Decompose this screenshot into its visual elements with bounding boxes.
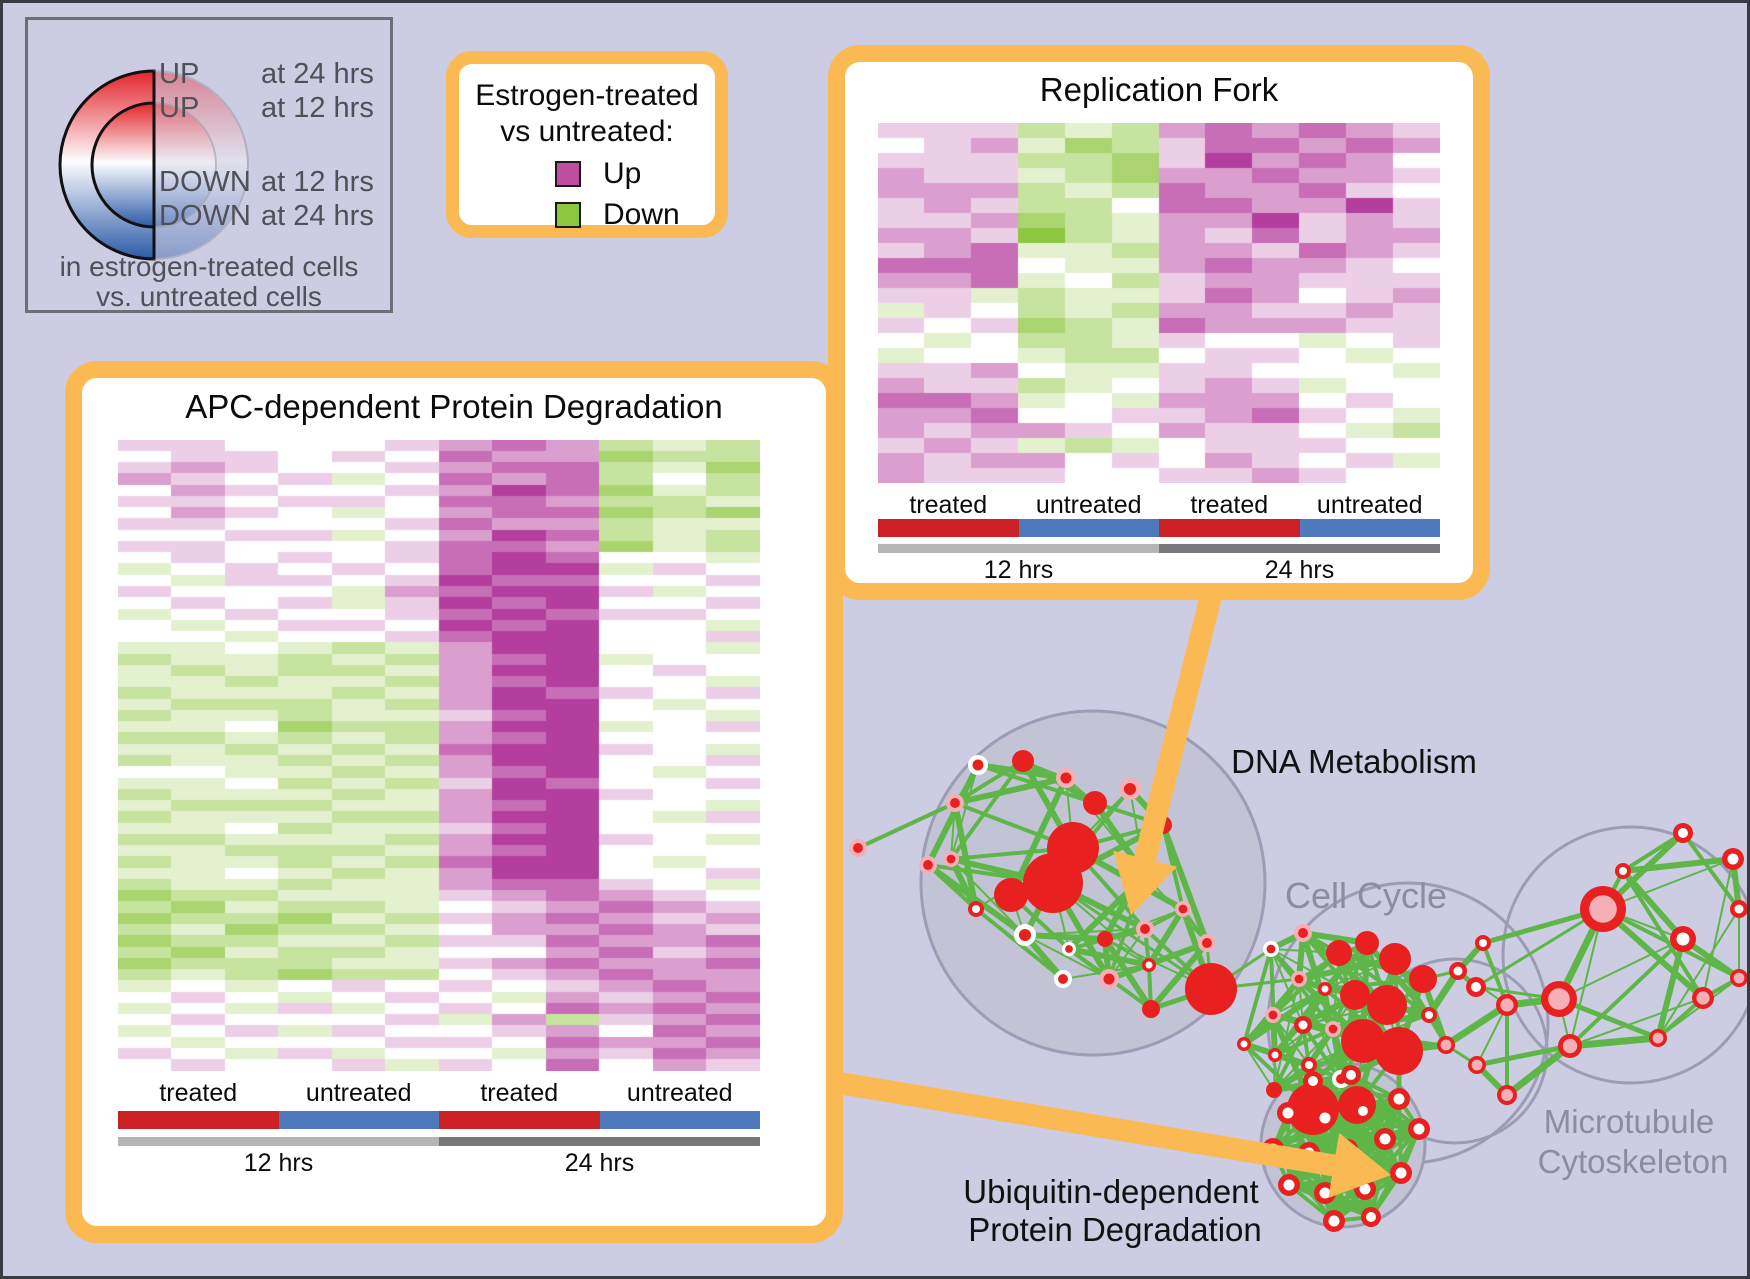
rf-untreated-12: untreated: [1035, 491, 1142, 519]
legend-item-up: Up: [459, 157, 715, 191]
rf-bar-red-1: [878, 519, 1019, 537]
rf-treated-24: treated: [1190, 491, 1269, 519]
ubiquitin-label-line2: Protein Degradation: [968, 1211, 1262, 1248]
apc-bar-blue-1: [278, 1111, 439, 1129]
network-graph: [825, 585, 1747, 1232]
down-label: Down: [603, 198, 680, 231]
apc-bar-12hrs: [118, 1137, 439, 1146]
apc-bar-red-1: [118, 1111, 279, 1129]
apc-heatmap: [118, 440, 760, 1071]
rf-bar-blue-2: [1299, 519, 1440, 537]
apc-24hrs-label: 24 hrs: [564, 1149, 635, 1177]
up-24-time: at 24 hrs: [261, 58, 374, 90]
apc-treated-12: treated: [159, 1079, 238, 1107]
estrogen-legend-title-line1: Estrogen-treated: [475, 79, 699, 112]
up-24-dir: UP: [159, 58, 200, 90]
connector-arrows: [825, 585, 1391, 1198]
rf-treatment-bar: [878, 519, 1440, 537]
apc-bar-24hrs: [439, 1137, 760, 1146]
rf-untreated-24: untreated: [1316, 491, 1423, 519]
apc-group-labels: treated untreated treated untreated: [118, 1079, 760, 1108]
down-swatch: [555, 202, 581, 228]
up-label: Up: [603, 157, 642, 190]
rf-treated-12: treated: [909, 491, 988, 519]
legend-item-down: Down: [459, 198, 715, 232]
apc-untreated-24: untreated: [626, 1079, 733, 1107]
inner-right-half: [153, 101, 217, 229]
apc-12hrs-label: 12 hrs: [243, 1149, 314, 1177]
down-12-time: at 12 hrs: [261, 166, 374, 198]
rf-bar-blue-1: [1018, 519, 1159, 537]
direction-legend-box: [25, 17, 393, 313]
cell-cycle-label: Cell Cycle: [1284, 875, 1448, 916]
network-nodes: [849, 750, 1747, 1232]
estrogen-legend-box: Estrogen-treated vs untreated: Up Down: [446, 51, 728, 238]
rf-24hrs-label: 24 hrs: [1264, 556, 1335, 584]
apc-bar-red-2: [439, 1111, 600, 1129]
apc-treated-24: treated: [480, 1079, 559, 1107]
replication-fork-heatmap: [878, 123, 1440, 483]
legend-caption-line2: vs. untreated cells: [96, 281, 322, 312]
up-12-time: at 12 hrs: [261, 92, 374, 124]
inner-left-half: [90, 101, 156, 229]
rf-time-labels: 12 hrs 24 hrs: [878, 556, 1440, 585]
down-24-dir: DOWN: [159, 200, 251, 232]
rf-group-labels: treated untreated treated untreated: [878, 491, 1440, 520]
rf-12hrs-label: 12 hrs: [983, 556, 1054, 584]
rf-bar-12hrs: [878, 544, 1159, 553]
apc-title: APC-dependent Protein Degradation: [185, 388, 723, 425]
estrogen-legend-title-line2: vs untreated:: [500, 115, 674, 148]
apc-bar-blue-2: [599, 1111, 760, 1129]
down-12-dir: DOWN: [159, 166, 251, 198]
apc-time-labels: 12 hrs 24 hrs: [118, 1149, 760, 1178]
apc-treatment-bar: [118, 1111, 760, 1129]
microtubule-label-line2: Cytoskeleton: [1537, 1143, 1729, 1180]
legend-caption-line1: in estrogen-treated cells: [59, 251, 359, 282]
up-12-dir: UP: [159, 92, 200, 124]
down-24-time: at 24 hrs: [261, 200, 374, 232]
rf-bar-24hrs: [1159, 544, 1440, 553]
apc-time-bar: [118, 1137, 760, 1146]
ubiquitin-label-line1: Ubiquitin-dependent: [963, 1173, 1259, 1210]
dna-metabolism-label: DNA Metabolism: [1231, 743, 1477, 780]
rf-bar-red-2: [1159, 519, 1300, 537]
up-swatch: [555, 161, 581, 187]
cluster-circle-3: [1501, 825, 1747, 1085]
rf-time-bar: [878, 544, 1440, 553]
replication-fork-title: Replication Fork: [1039, 71, 1279, 108]
apc-untreated-12: untreated: [305, 1079, 412, 1107]
updown-circle-diagram: [58, 69, 249, 261]
microtubule-label-line1: Microtubule: [1543, 1103, 1715, 1140]
